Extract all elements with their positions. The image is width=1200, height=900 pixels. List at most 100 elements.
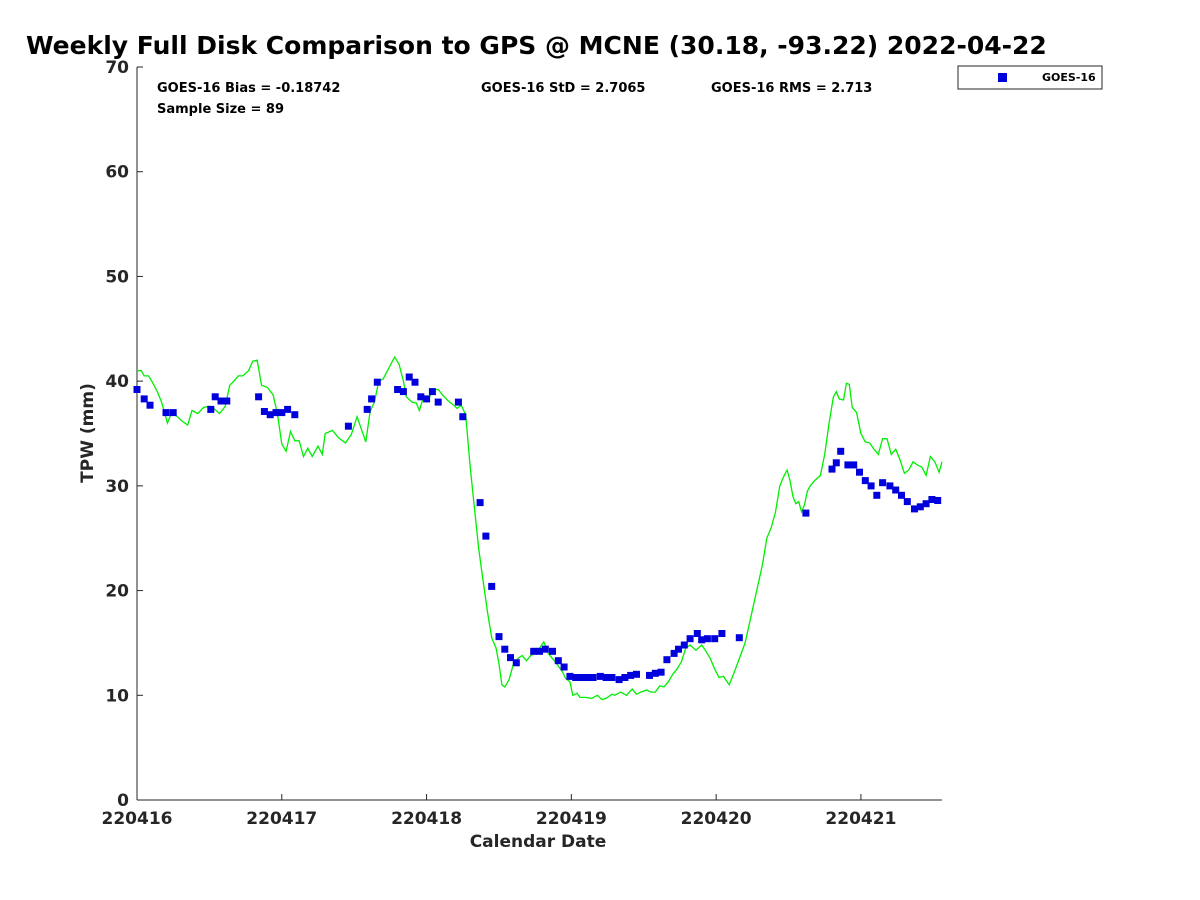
goes16-point [879,479,887,487]
goes16-point [434,398,442,406]
plot-area [137,67,942,800]
goes16-point [583,674,591,681]
goes16-point [512,659,520,667]
goes16-point [703,635,711,643]
goes16-point [615,676,623,684]
goes16-point [394,386,402,393]
goes16-point [284,405,292,413]
goes16-point [272,409,280,417]
goes16-point [405,373,413,381]
goes16-point [934,497,942,504]
goes16-point [266,411,274,419]
goes16-point [621,674,629,681]
goes16-point [423,395,431,403]
goes16-point [162,409,170,417]
goes16-point [411,378,419,386]
goes16-point [898,491,905,499]
goes16-point [373,378,381,386]
goes16-point [566,672,574,680]
y-tick-label: 10 [105,686,129,706]
goes16-point [554,657,562,665]
goes16-point [255,393,263,401]
y-tick-label: 70 [105,58,129,78]
goes16-point [217,397,225,405]
goes16-point [657,668,665,676]
goes16-point [549,647,556,655]
legend-box [957,65,1103,90]
y-tick-label: 40 [105,372,129,392]
sample-size-stat: Sample Size = 89 [157,102,284,117]
y-axis-label: TPW (mm) [78,383,98,483]
goes16-point [291,411,299,419]
goes16-point [417,393,425,401]
y-tick-label: 20 [105,582,129,602]
goes16-point [399,388,407,396]
goes16-point [589,674,597,681]
goes16-point [844,461,852,469]
y-tick-label: 60 [105,163,129,183]
y-axis-ticks: 0 10 20 30 40 50 60 70 [105,58,143,811]
x-axis-label: Calendar Date [470,832,607,852]
y-tick-label: 30 [105,477,129,497]
legend-marker-goes16 [998,73,1007,82]
goes16-point [670,649,678,657]
goes16-point [832,459,840,467]
legend-label-goes16: GOES-16 [1042,71,1096,84]
goes16-point [873,491,881,499]
goes16-point [633,670,640,678]
goes16-point [476,499,484,507]
x-tick-label: 220417 [246,809,317,829]
goes16-point [207,405,215,413]
goes16-point [886,482,894,490]
goes16-point [507,654,514,662]
goes16-point [560,663,568,671]
goes16-point [903,498,911,506]
y-tick-label: 50 [105,267,129,287]
x-tick-label: 220420 [681,809,752,829]
goes16-point [572,674,580,681]
goes16-point [802,509,810,517]
goes16-point [541,645,549,653]
goes16-point [363,405,371,413]
bias-stat: GOES-16 Bias = -0.18742 [157,81,340,96]
x-tick-label: 220418 [391,809,462,829]
goes16-point [850,461,858,469]
goes16-point [711,635,719,643]
goes16-point [530,647,538,655]
x-axis-ticks: 220416 220417 220418 220419 220420 220421 [102,794,896,829]
goes16-point [602,674,610,681]
goes16-point [718,630,726,637]
series-layer [133,355,943,701]
chart-title: Weekly Full Disk Comparison to GPS @ MCN… [26,31,1047,60]
goes16-point [680,641,688,649]
goes16-point [482,532,490,540]
goes16-point [459,413,467,421]
goes16-point [608,674,616,681]
goes16-point [646,671,653,679]
x-tick-label: 220416 [102,809,173,829]
goes16-point [578,674,585,681]
legend: GOES-16 [957,65,1103,90]
goes16-point [867,482,875,490]
x-tick-label: 220419 [536,809,607,829]
goes16-point [675,645,682,653]
goes16-point [663,656,671,664]
goes16-point [698,636,706,644]
goes16-point [344,422,352,430]
goes16-point [735,634,743,642]
goes16-point [428,388,436,396]
std-stat: GOES-16 StD = 2.7065 [481,81,645,96]
goes16-point [140,395,148,403]
goes16-point [828,465,836,473]
goes16-point [488,582,496,590]
gps-tpw-line [137,355,943,701]
goes16-point [596,672,604,680]
goes16-point [368,395,376,403]
goes16-point [501,645,509,653]
goes16-point [627,671,635,679]
goes16-point [651,669,659,677]
goes16-point [686,635,694,643]
goes16-point [495,633,503,641]
goes16-point [837,447,845,455]
goes16-point [916,503,924,511]
